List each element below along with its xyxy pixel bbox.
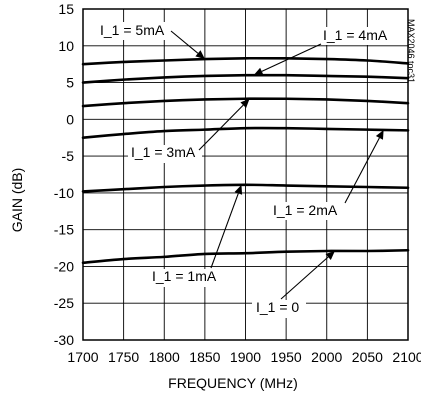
annotation-arrow-line-1 [261,43,322,72]
series-label-1: I_1 = 4mA [323,27,388,43]
y-tick-label-1: -25 [54,295,74,311]
x-tick-labels: 1700 1750 1800 1850 1900 1950 2000 2050 2100 [67,349,421,365]
x-axis-title: FREQUENCY (MHz) [168,375,298,391]
series-line-4 [81,183,410,193]
annotation-arrow-line-2 [198,104,244,151]
series-label-3: I_1 = 2mA [273,202,338,218]
y-axis-title: GAIN (dB) [9,168,25,233]
y-tick-label-9: 15 [58,1,74,17]
series-line-3 [81,126,410,140]
y-tick-label-3: -15 [54,222,74,238]
annotation-background-5 [252,300,306,318]
part-number-watermark: MAX2046 toc31 [406,19,416,83]
series-lines [81,56,410,265]
grid [82,8,409,341]
series-label-0: I_1 = 5mA [100,22,165,38]
plot-frame [82,8,409,341]
x-tick-label-1: 1750 [108,349,139,365]
annotation-arrowhead-0 [195,50,205,60]
annotation-background-1 [320,27,394,45]
annotation-background-3 [270,202,344,220]
series-line-0 [81,56,410,66]
y-tick-labels: -30 -25 -20 -15 -10 -5 0 5 10 15 [54,1,74,348]
x-tick-label-0: 1700 [67,349,98,365]
x-tick-label-3: 1850 [189,349,220,365]
annotation-background-0 [97,22,171,40]
y-tick-label-5: -5 [62,148,75,164]
y-tick-label-0: -30 [54,332,74,348]
y-tick-label-4: -10 [54,185,74,201]
y-tick-label-7: 5 [66,75,74,91]
y-tick-label-2: -20 [54,258,74,274]
annotation-background-2 [128,145,202,163]
y-tick-label-6: 0 [66,111,74,127]
annotation-arrowhead-2 [240,98,250,108]
series-line-2 [81,97,410,108]
annotation-arrow-line-5 [280,256,329,300]
x-tick-label-4: 1900 [230,349,261,365]
annotation-arrow-line-0 [170,30,199,54]
series-annotations: I_1 = 5mA I_1 = 4mA I_1 = 3mA I_1 = 2mA I_1 … [97,22,394,318]
x-tick-label-8: 2100 [392,349,421,365]
series-line-1 [81,73,410,84]
series-label-5: I_1 = 0 [256,299,299,315]
annotation-arrow-line-4 [210,193,239,269]
series-label-4: I_1 = 1mA [152,268,217,284]
annotation-arrowhead-5 [325,250,335,260]
annotation-background-4 [149,269,223,287]
x-tick-label-2: 1800 [149,349,180,365]
annotation-arrowhead-4 [234,184,243,195]
series-line-5 [81,248,410,265]
x-tick-label-6: 2000 [311,349,342,365]
y-tick-label-8: 10 [58,38,74,54]
annotation-arrow-line-3 [344,137,380,204]
annotation-arrowhead-3 [375,129,384,140]
x-tick-label-5: 1950 [271,349,302,365]
annotation-arrowhead-1 [253,67,264,76]
series-label-2: I_1 = 3mA [131,144,196,160]
x-tick-label-7: 2050 [352,349,383,365]
